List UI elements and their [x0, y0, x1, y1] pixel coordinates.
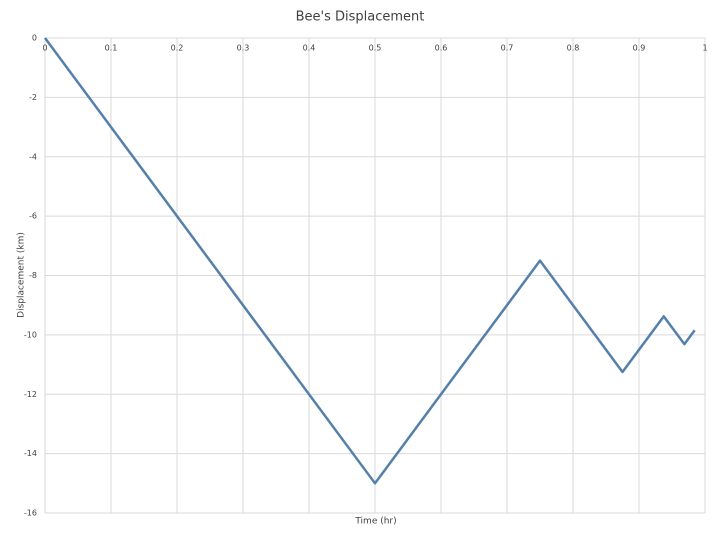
x-tick-label: 0.3 — [237, 44, 250, 53]
x-tick-label: 0.8 — [567, 44, 580, 53]
x-tick-label: 0.7 — [501, 44, 514, 53]
y-axis-title: Displacement (km) — [17, 232, 27, 318]
x-tick-label: 1 — [702, 44, 707, 53]
y-tick-label: 0 — [32, 34, 37, 43]
x-tick-label: 0.6 — [435, 44, 448, 53]
x-tick-label: 0 — [42, 44, 47, 53]
x-tick-label: 0.2 — [171, 44, 184, 53]
x-tick-label: 0.1 — [105, 44, 118, 53]
y-tick-label: -12 — [24, 390, 37, 399]
y-tick-label: -10 — [24, 330, 37, 339]
x-tick-label: 0.9 — [633, 44, 646, 53]
y-tick-label: -6 — [29, 212, 37, 221]
x-axis-title: Time (hr) — [354, 517, 396, 527]
x-tick-label: 0.5 — [369, 44, 382, 53]
x-tick-label: 0.4 — [303, 44, 316, 53]
data-line — [43, 37, 696, 485]
chart-title: Bee's Displacement — [296, 10, 425, 25]
y-tick-label: -8 — [29, 271, 37, 280]
y-tick-label: -4 — [29, 152, 37, 161]
y-tick-label: -14 — [24, 449, 37, 458]
y-tick-label: -16 — [24, 509, 37, 518]
y-tick-label: -2 — [29, 93, 37, 102]
